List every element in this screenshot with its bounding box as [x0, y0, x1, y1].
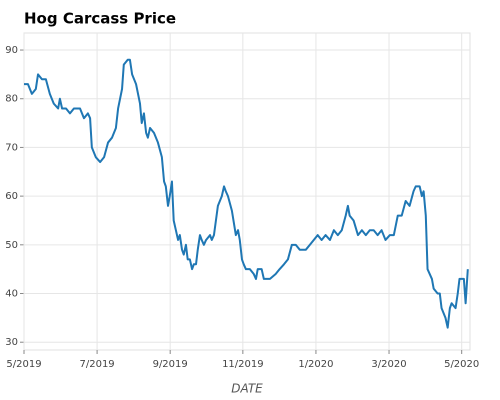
y-tick-label: 80 [5, 94, 18, 105]
price-line [24, 58, 469, 329]
x-tick-label: 5/2019 [6, 359, 41, 370]
chart-title: Hog Carcass Price [24, 10, 176, 28]
y-tick-label: 30 [5, 337, 18, 348]
plot-area [23, 32, 471, 351]
x-tick-label: 7/2019 [79, 359, 114, 370]
x-tick-label: 9/2019 [153, 359, 188, 370]
x-axis-label: DATE [231, 382, 263, 396]
y-tick-label: 60 [5, 191, 18, 202]
y-tick-label: 90 [5, 45, 18, 56]
x-tick-label: 11/2019 [222, 359, 264, 370]
x-tick-label: 1/2020 [298, 359, 333, 370]
y-tick-label: 50 [5, 240, 18, 251]
x-tick-label: 3/2020 [371, 359, 406, 370]
y-tick-label: 40 [5, 289, 18, 300]
y-tick-label: 70 [5, 142, 18, 153]
x-tick-label: 5/2020 [444, 359, 479, 370]
